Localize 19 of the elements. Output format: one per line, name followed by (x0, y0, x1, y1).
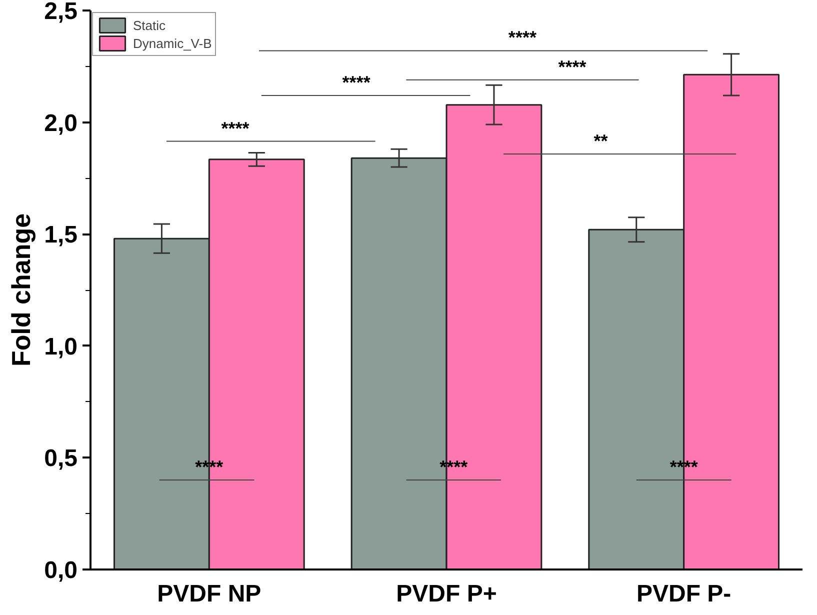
x-tick-label: PVDF P+ (396, 580, 497, 608)
legend-label: Static (133, 16, 166, 34)
annotation: **** (342, 72, 370, 92)
annotation: **** (221, 118, 250, 138)
y-tick-label: 2,5 (44, 0, 78, 25)
annotation: **** (670, 457, 698, 478)
y-tick-label: 2,0 (44, 110, 78, 137)
y-tick-label: 0,0 (44, 557, 78, 584)
y-tick-label: 1,0 (44, 333, 78, 360)
x-tick-label: PVDF NP (157, 580, 262, 608)
annotation: **** (508, 28, 536, 48)
legend-label: Dynamic_V-B (133, 34, 212, 52)
annotation: **** (558, 56, 586, 77)
y-tick-label: 0,5 (44, 445, 78, 472)
y-tick-label: 1,5 (44, 222, 78, 249)
annotation: **** (195, 457, 224, 478)
x-tick-label: PVDF P- (636, 580, 732, 608)
annotation: ** (594, 131, 608, 152)
y-axis-title: Fold change (6, 213, 36, 367)
